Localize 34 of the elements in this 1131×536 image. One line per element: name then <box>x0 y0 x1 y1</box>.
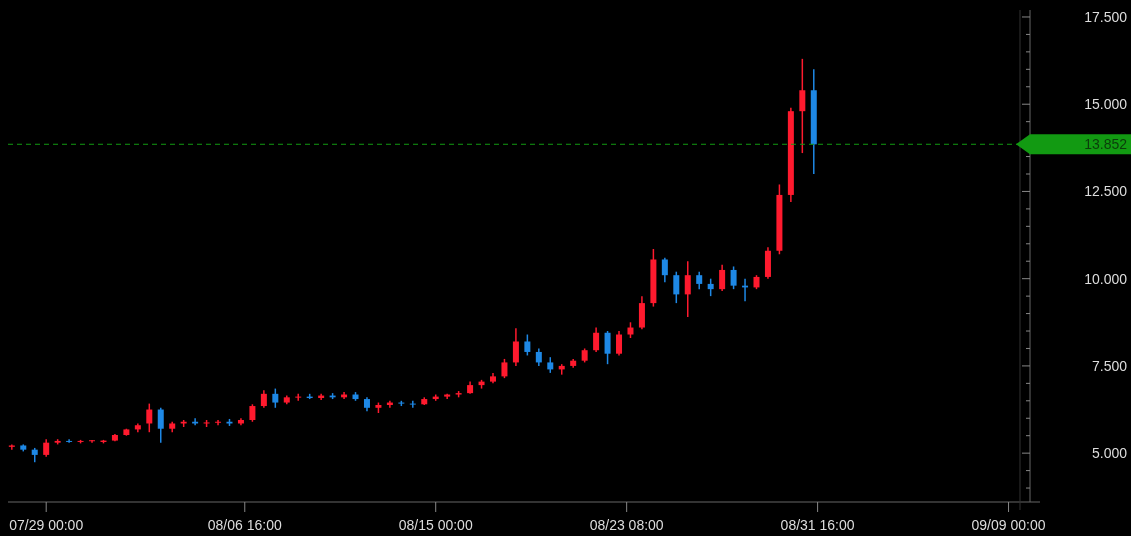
candlestick <box>272 387 279 409</box>
x-tick-label: 08/31 16:00 <box>780 517 855 533</box>
candlestick <box>684 260 691 318</box>
candlestick <box>157 407 164 444</box>
x-tick-label: 08/23 08:00 <box>589 517 664 533</box>
candlestick <box>524 333 531 357</box>
candlestick <box>66 438 73 444</box>
candlestick <box>89 439 96 444</box>
y-tick-label: 12.500 <box>1084 183 1128 200</box>
y-tick-label: 10.000 <box>1084 270 1128 287</box>
x-tick-label: 09/09 00:00 <box>971 517 1046 533</box>
ref-line-label: 13.852 <box>1084 136 1128 153</box>
candlestick <box>616 330 623 357</box>
x-tick-label: 07/29 00:00 <box>9 517 84 533</box>
candlestick <box>146 402 153 433</box>
y-tick-label: 5.000 <box>1091 445 1128 462</box>
candlestick <box>593 326 600 353</box>
x-tick-label: 08/15 00:00 <box>398 517 473 533</box>
x-tick-label: 08/06 16:00 <box>207 517 282 533</box>
candlestick <box>8 443 15 451</box>
candlestick <box>604 330 611 365</box>
candlestick <box>295 393 302 402</box>
candlestick <box>409 400 416 409</box>
candlestick <box>673 270 680 304</box>
candlestick <box>512 327 519 367</box>
y-tick-label: 7.500 <box>1091 357 1128 374</box>
y-tick-label: 17.500 <box>1084 8 1128 25</box>
y-tick-label: 15.000 <box>1084 96 1128 113</box>
candlestick <box>661 256 668 283</box>
candlestick <box>730 265 737 290</box>
candlestick <box>215 419 222 426</box>
candlestick <box>719 263 726 292</box>
candlestick <box>799 58 806 154</box>
candlestick <box>501 358 508 379</box>
